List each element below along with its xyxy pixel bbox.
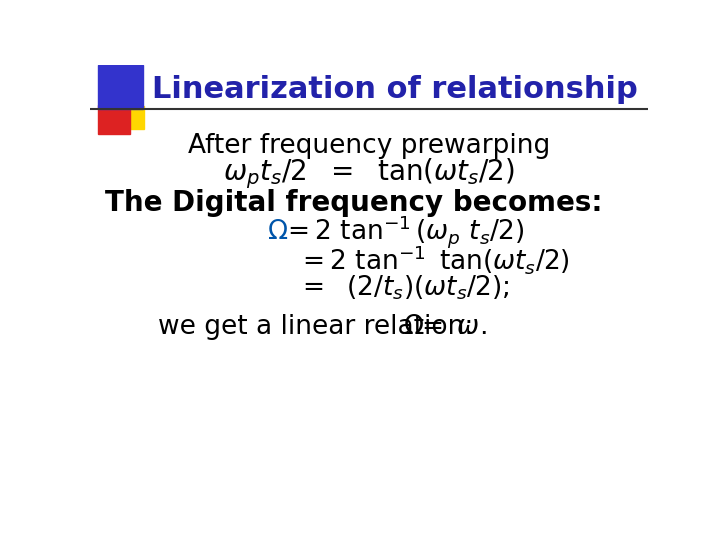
Bar [98,105,130,134]
Text: $\omega_p t_s/2\ \ =\ \ \tan(\omega t_s/2)$: $\omega_p t_s/2\ \ =\ \ \tan(\omega t_s/… [223,157,515,192]
Text: Linearization of relationship: Linearization of relationship [152,75,638,104]
Bar [98,65,143,109]
Text: we get a linear relation:: we get a linear relation: [158,314,490,340]
Text: $= 2\ \tan^{-1}\ \tan(\omega t_s/2)$: $= 2\ \tan^{-1}\ \tan(\omega t_s/2)$ [297,243,570,276]
Text: $\Omega$: $\Omega$ [403,314,424,340]
Text: $=\ \ (2/t_s)(\omega t_s/2);$: $=\ \ (2/t_s)(\omega t_s/2);$ [297,273,509,301]
Text: $\Omega$: $\Omega$ [266,219,288,245]
Bar [120,106,144,130]
Text: $= 2\ \tan^{-1}(\omega_p\ t_s/2)$: $= 2\ \tan^{-1}(\omega_p\ t_s/2)$ [282,213,524,250]
Text: After frequency prewarping: After frequency prewarping [188,133,550,159]
Text: The Digital frequency becomes:: The Digital frequency becomes: [104,190,602,218]
Text: $=\ \omega.$: $=\ \omega.$ [415,314,486,340]
